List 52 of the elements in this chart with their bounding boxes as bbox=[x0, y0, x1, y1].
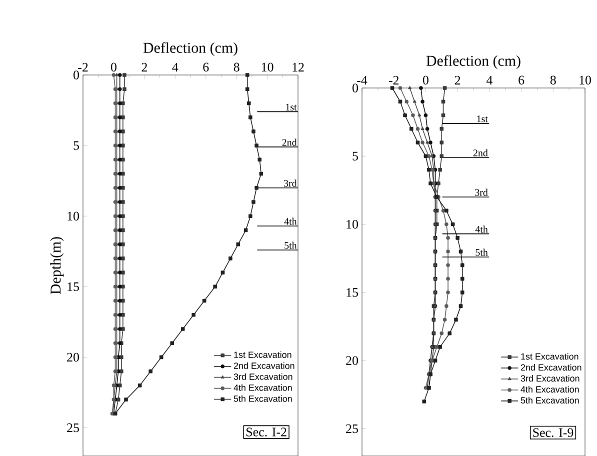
legend-label: 2nd Excavation bbox=[520, 364, 582, 371]
legend-label: 3rd Excavation bbox=[234, 373, 292, 380]
legend-label: 1st Excavation bbox=[234, 351, 292, 358]
legend-label: 1st Excavation bbox=[521, 353, 578, 360]
y-tick-label: 20 bbox=[346, 356, 358, 365]
x-tick-label: 6 bbox=[518, 76, 524, 84]
y-tick-label: 5 bbox=[74, 141, 79, 150]
x-tick-label: 12 bbox=[292, 62, 304, 72]
x-tick-label: 4 bbox=[486, 76, 492, 84]
ref-line-label: 1st bbox=[477, 116, 488, 122]
x-tick-label: -4 bbox=[357, 76, 368, 84]
legend-label: 3rd Excavation bbox=[520, 375, 580, 382]
y-tick-label: 5 bbox=[352, 152, 358, 160]
y-tick-label: 10 bbox=[346, 220, 358, 229]
x-tick-label: 8 bbox=[550, 76, 556, 84]
ref-line-label: 3rd bbox=[284, 180, 297, 187]
y-tick-label: 25 bbox=[346, 424, 358, 434]
legend-label: 2nd Excavation bbox=[234, 362, 294, 369]
x-axis-title: Deflection (cm) bbox=[143, 42, 238, 56]
y-tick-label: 0 bbox=[352, 84, 358, 92]
x-axis-title: Deflection (cm) bbox=[426, 55, 520, 69]
y-tick-label: 10 bbox=[68, 212, 79, 220]
annotation: Sec. I-2 bbox=[246, 428, 286, 436]
ref-line-label: 4th bbox=[284, 218, 297, 225]
y-tick-label: 15 bbox=[346, 288, 358, 297]
x-tick-label: -2 bbox=[78, 62, 88, 72]
legend-label: 4th Excavation bbox=[520, 386, 579, 393]
legend-label: 5th Excavation bbox=[234, 395, 292, 402]
ref-line-label: 3rd bbox=[475, 188, 488, 196]
ref-line-label: 2nd bbox=[473, 149, 488, 156]
y-axis-title: Depth(m) bbox=[50, 237, 64, 294]
ref-line-label: 2nd bbox=[282, 138, 297, 146]
x-tick-label: 2 bbox=[454, 76, 460, 84]
x-tick-label: 2 bbox=[142, 62, 147, 72]
legend-label: 4th Excavation bbox=[234, 384, 292, 391]
x-tick-label: 6 bbox=[203, 62, 209, 72]
ref-line-label: 5th bbox=[284, 242, 297, 249]
x-tick-label: 10 bbox=[262, 62, 274, 72]
x-tick-label: 10 bbox=[580, 76, 591, 84]
y-tick-label: 15 bbox=[68, 282, 79, 291]
x-tick-label: 0 bbox=[110, 62, 116, 72]
ref-line-label: 5th bbox=[476, 248, 488, 256]
y-tick-label: 25 bbox=[67, 423, 79, 432]
legend-label: 5th Excavation bbox=[520, 396, 579, 404]
x-tick-label: -2 bbox=[388, 76, 399, 84]
y-tick-label: 20 bbox=[67, 352, 79, 362]
ref-line-label: 1st bbox=[286, 104, 297, 110]
x-tick-label: 4 bbox=[172, 62, 178, 72]
ref-line-label: 4th bbox=[475, 226, 488, 233]
x-tick-label: 8 bbox=[234, 62, 240, 72]
x-tick-label: 0 bbox=[422, 76, 428, 84]
annotation: Sec. I-9 bbox=[533, 428, 574, 438]
